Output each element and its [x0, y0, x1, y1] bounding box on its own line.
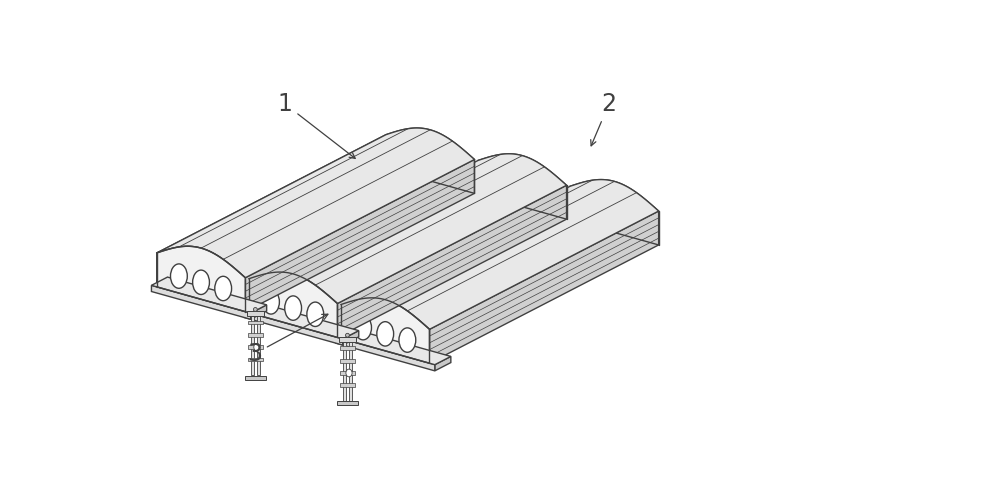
Ellipse shape — [399, 328, 416, 352]
Polygon shape — [429, 211, 659, 363]
Ellipse shape — [215, 276, 232, 300]
Ellipse shape — [377, 322, 394, 346]
Ellipse shape — [346, 369, 352, 377]
Polygon shape — [247, 311, 264, 316]
Polygon shape — [251, 305, 267, 319]
Polygon shape — [343, 330, 359, 345]
Polygon shape — [341, 298, 429, 363]
Polygon shape — [340, 371, 355, 375]
Ellipse shape — [254, 343, 260, 351]
Polygon shape — [245, 160, 474, 312]
Text: 3: 3 — [247, 314, 328, 366]
Polygon shape — [244, 311, 343, 345]
Ellipse shape — [355, 316, 371, 340]
Polygon shape — [151, 285, 251, 319]
Polygon shape — [340, 359, 355, 362]
Polygon shape — [337, 185, 567, 337]
Polygon shape — [340, 383, 355, 387]
Polygon shape — [337, 402, 358, 405]
Polygon shape — [339, 337, 356, 342]
Polygon shape — [151, 277, 267, 313]
Polygon shape — [249, 154, 567, 303]
Polygon shape — [244, 303, 359, 339]
Polygon shape — [340, 347, 355, 350]
Polygon shape — [157, 246, 245, 312]
Polygon shape — [257, 313, 260, 375]
Ellipse shape — [307, 302, 324, 327]
Ellipse shape — [285, 296, 302, 320]
Polygon shape — [249, 272, 337, 337]
Polygon shape — [336, 337, 435, 371]
Ellipse shape — [263, 290, 279, 314]
Ellipse shape — [193, 270, 209, 295]
Ellipse shape — [346, 333, 349, 337]
Polygon shape — [248, 321, 263, 325]
Polygon shape — [251, 313, 254, 375]
Polygon shape — [341, 180, 659, 329]
Text: 1: 1 — [278, 92, 355, 159]
Polygon shape — [157, 128, 474, 278]
Polygon shape — [157, 135, 386, 287]
Polygon shape — [248, 357, 263, 361]
Polygon shape — [248, 333, 263, 337]
Polygon shape — [336, 328, 451, 365]
Polygon shape — [435, 356, 451, 371]
Ellipse shape — [253, 307, 257, 311]
Text: 2: 2 — [591, 92, 616, 146]
Polygon shape — [349, 339, 352, 401]
Polygon shape — [245, 376, 266, 380]
Polygon shape — [343, 339, 346, 401]
Ellipse shape — [170, 264, 187, 288]
Polygon shape — [248, 345, 263, 349]
